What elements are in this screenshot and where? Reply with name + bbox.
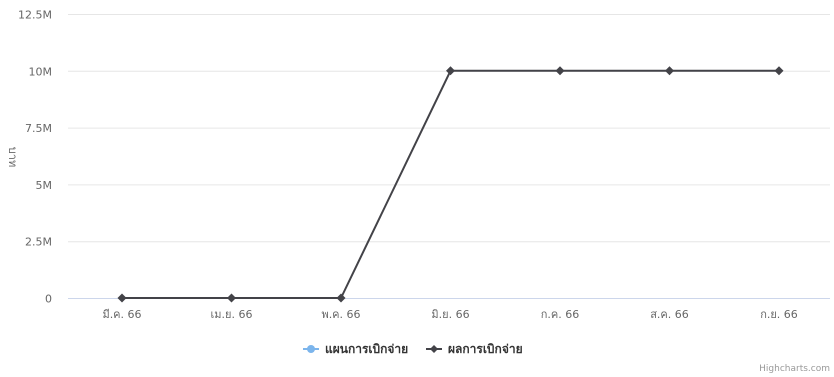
data-point[interactable] bbox=[117, 293, 127, 303]
data-point[interactable] bbox=[227, 293, 236, 303]
legend-diamond-icon bbox=[430, 345, 438, 353]
series-markers[interactable] bbox=[117, 66, 784, 303]
x-tick-label: ส.ค. 66 bbox=[650, 308, 689, 321]
x-tick-label: ก.ย. 66 bbox=[760, 308, 798, 321]
legend[interactable]: แผนการเบิกจ่าย ผลการเบิกจ่าย bbox=[303, 342, 523, 356]
x-tick-label: มิ.ย. 66 bbox=[431, 308, 469, 321]
legend-item-1[interactable]: ผลการเบิกจ่าย bbox=[426, 342, 523, 356]
legend-label: ผลการเบิกจ่าย bbox=[448, 342, 523, 356]
data-point[interactable] bbox=[446, 66, 455, 76]
gridlines bbox=[68, 14, 830, 243]
x-tick-label: พ.ค. 66 bbox=[321, 308, 360, 321]
y-axis-title: บาท bbox=[6, 147, 19, 167]
data-point[interactable] bbox=[336, 293, 346, 303]
x-axis: มี.ค. 66 เม.ย. 66 พ.ค. 66 มิ.ย. 66 ก.ค. 66 ส.… bbox=[68, 298, 830, 321]
y-tick-label: 2.5M bbox=[25, 236, 52, 249]
credits-text[interactable]: Highcharts.com bbox=[759, 364, 830, 374]
y-tick-label: 5M bbox=[36, 179, 53, 192]
y-axis: 0 2.5M 5M 7.5M 10M 12.5M bbox=[18, 9, 52, 306]
legend-circle-icon bbox=[307, 345, 315, 353]
y-tick-label: 12.5M bbox=[18, 9, 52, 22]
y-tick-label: 0 bbox=[45, 293, 52, 306]
legend-label: แผนการเบิกจ่าย bbox=[325, 342, 408, 356]
data-point[interactable] bbox=[555, 66, 565, 76]
y-tick-label: 10M bbox=[29, 65, 53, 78]
x-tick-label: ก.ค. 66 bbox=[541, 308, 580, 321]
y-tick-label: 7.5M bbox=[25, 122, 52, 135]
legend-item-0[interactable]: แผนการเบิกจ่าย bbox=[303, 342, 408, 356]
x-tick-label: มี.ค. 66 bbox=[102, 308, 141, 321]
x-tick-label: เม.ย. 66 bbox=[211, 308, 253, 321]
data-point[interactable] bbox=[774, 66, 784, 76]
data-point[interactable] bbox=[665, 66, 674, 76]
